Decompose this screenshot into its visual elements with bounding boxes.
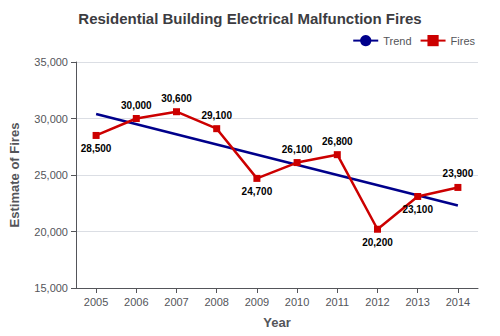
svg-text:35,000: 35,000 bbox=[34, 56, 68, 68]
svg-text:23,900: 23,900 bbox=[443, 168, 474, 179]
svg-text:2013: 2013 bbox=[405, 296, 429, 308]
svg-text:20,200: 20,200 bbox=[362, 237, 393, 248]
svg-text:15,000: 15,000 bbox=[34, 282, 68, 294]
svg-text:26,800: 26,800 bbox=[322, 136, 353, 147]
svg-text:Fires: Fires bbox=[451, 35, 476, 47]
svg-text:Trend: Trend bbox=[383, 35, 411, 47]
svg-text:24,700: 24,700 bbox=[242, 186, 273, 197]
svg-text:2008: 2008 bbox=[204, 296, 228, 308]
svg-text:2005: 2005 bbox=[84, 296, 108, 308]
svg-text:2012: 2012 bbox=[365, 296, 389, 308]
svg-text:20,000: 20,000 bbox=[34, 226, 68, 238]
svg-text:2006: 2006 bbox=[124, 296, 148, 308]
svg-text:Year: Year bbox=[263, 315, 290, 330]
svg-text:2009: 2009 bbox=[245, 296, 269, 308]
svg-text:25,000: 25,000 bbox=[34, 169, 68, 181]
svg-text:23,100: 23,100 bbox=[402, 204, 433, 215]
svg-text:2014: 2014 bbox=[446, 296, 470, 308]
svg-text:2011: 2011 bbox=[325, 296, 349, 308]
svg-text:2007: 2007 bbox=[164, 296, 188, 308]
svg-text:26,100: 26,100 bbox=[282, 144, 313, 155]
svg-text:30,600: 30,600 bbox=[161, 93, 192, 104]
svg-text:30,000: 30,000 bbox=[34, 113, 68, 125]
svg-text:29,100: 29,100 bbox=[201, 110, 232, 121]
svg-text:30,000: 30,000 bbox=[121, 100, 152, 111]
svg-text:2010: 2010 bbox=[285, 296, 309, 308]
svg-text:Residential Building Electrica: Residential Building Electrical Malfunct… bbox=[78, 10, 421, 27]
svg-text:Estimate of Fires: Estimate of Fires bbox=[7, 123, 22, 228]
svg-text:28,500: 28,500 bbox=[81, 143, 112, 154]
